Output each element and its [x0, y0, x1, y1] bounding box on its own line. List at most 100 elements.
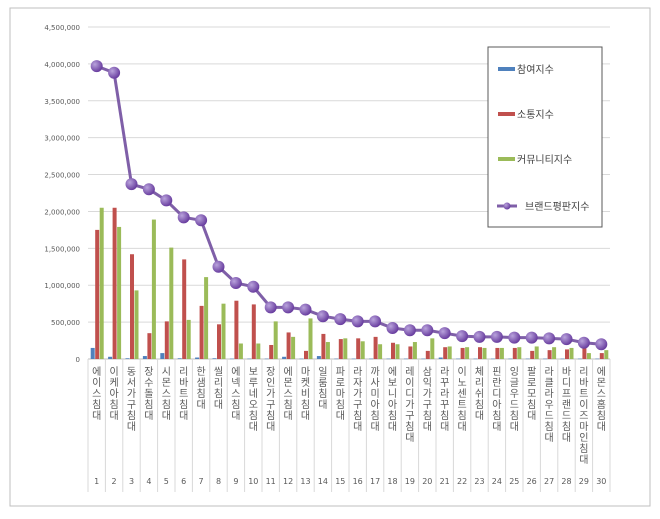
bar-1	[264, 358, 269, 360]
bar-1	[212, 358, 217, 359]
bar-2	[443, 347, 448, 359]
bar-1	[282, 356, 287, 359]
bar-1	[195, 357, 200, 359]
legend-swatch-2	[498, 112, 515, 116]
x-rank-label: 9	[233, 477, 238, 486]
bar-2	[547, 350, 552, 359]
bar-2	[130, 254, 134, 359]
bar-3	[273, 321, 278, 359]
x-rank-label: 8	[216, 477, 221, 486]
bar-1	[421, 358, 426, 360]
x-rank-label: 14	[318, 477, 328, 486]
bar-2	[495, 347, 500, 359]
x-rank-label: 24	[492, 477, 502, 486]
bar-1	[334, 358, 339, 360]
line-point	[351, 315, 364, 328]
y-tick-label: 4,000,000	[44, 61, 80, 69]
x-rank-label: 17	[370, 477, 380, 486]
y-tick-label: 1,500,000	[44, 245, 80, 253]
bar-2	[321, 333, 326, 359]
bar-1	[125, 358, 130, 359]
line-point	[177, 211, 190, 224]
bar-2	[304, 350, 308, 359]
legend-label: 브랜드평판지수	[525, 201, 589, 213]
legend-marker	[503, 202, 511, 210]
bar-2	[217, 324, 221, 359]
legend-swatch-3	[498, 157, 515, 161]
line-point	[195, 214, 208, 227]
line-point	[560, 333, 573, 346]
x-rank-label: 7	[199, 477, 204, 486]
x-rank-label: 27	[544, 477, 554, 486]
line-point	[142, 183, 155, 196]
bar-1	[108, 356, 113, 359]
bar-1	[229, 358, 234, 360]
x-rank-label: 28	[561, 477, 571, 486]
bar-2	[391, 342, 395, 359]
x-rank-label: 20	[422, 477, 432, 486]
bar-3	[169, 247, 174, 359]
line-point	[490, 330, 503, 343]
bar-3	[465, 347, 470, 359]
bar-3	[569, 347, 574, 359]
bar-1	[543, 358, 548, 360]
bar-1	[247, 358, 252, 360]
bar-3	[430, 338, 435, 359]
bar-1	[490, 358, 495, 360]
line-point	[577, 336, 590, 349]
bar-2	[95, 229, 100, 359]
x-rank-label: 19	[405, 477, 415, 486]
bar-1	[160, 353, 165, 359]
bar-3	[325, 342, 330, 359]
y-tick-label: 2,500,000	[44, 172, 80, 180]
x-rank-label: 16	[353, 477, 363, 486]
bar-2	[530, 350, 535, 359]
line-point	[108, 66, 121, 79]
x-rank-label: 15	[335, 477, 345, 486]
bar-2	[373, 336, 378, 359]
x-rank-label: 21	[440, 477, 450, 486]
line-point	[403, 324, 416, 337]
bar-2	[269, 344, 274, 359]
bar-1	[560, 358, 565, 360]
bar-1	[403, 358, 408, 360]
bar-3	[378, 344, 383, 359]
line-point	[595, 338, 608, 351]
bar-2	[182, 259, 187, 359]
bar-3	[291, 336, 296, 359]
line-point	[456, 330, 469, 343]
bar-2	[199, 305, 204, 359]
bar-2	[147, 333, 152, 359]
line-point	[212, 260, 225, 273]
bar-2	[234, 300, 239, 359]
bar-1	[525, 358, 530, 360]
bar-2	[425, 350, 430, 359]
bar-3	[308, 318, 313, 359]
legend-label: 커뮤니티지수	[517, 154, 572, 166]
line-point	[525, 331, 538, 344]
bar-2	[460, 347, 465, 359]
bar-1	[299, 358, 304, 360]
bar-1	[142, 356, 147, 359]
bar-1	[577, 358, 582, 360]
bar-1	[456, 358, 461, 360]
line-point	[473, 330, 486, 343]
bar-2	[286, 332, 291, 359]
bar-3	[517, 347, 522, 359]
bar-2	[356, 338, 361, 359]
y-tick-label: 3,500,000	[44, 98, 80, 106]
